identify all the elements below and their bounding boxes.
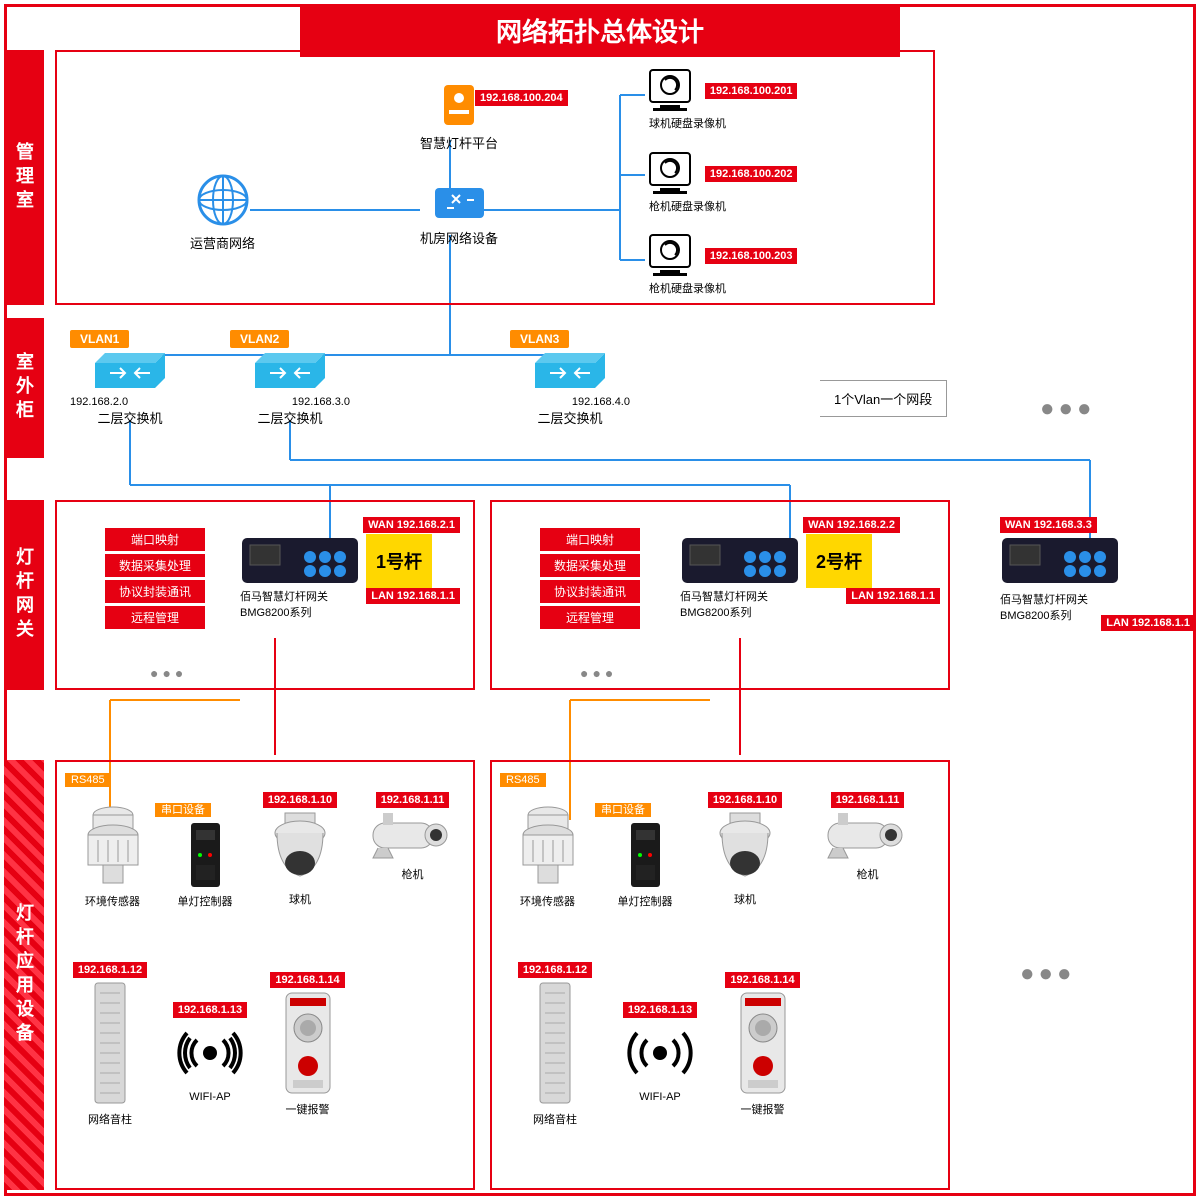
vlan-2: VLAN3 [510, 330, 569, 348]
platform-ip: 192.168.100.204 [475, 90, 568, 106]
section-label-mgmt: 管理室 [4, 50, 44, 305]
gw2-wan: WAN 192.168.3.3 [1000, 517, 1097, 533]
section-label-devices: 灯杆应用设备 [4, 760, 44, 1190]
dev-g1-dome: 192.168.1.10 球机 [255, 790, 345, 907]
recorder-2: 192.168.100.203 枪机硬盘录像机 [645, 230, 797, 296]
gw0-wan: WAN 192.168.2.1 [363, 517, 460, 533]
dev-g2-alarm: 192.168.1.14 一键报警 [720, 970, 805, 1117]
switch-0-ip: 192.168.2.0 [70, 396, 190, 408]
dev-g1-speaker: 192.168.1.12 网络音柱 [65, 960, 155, 1127]
rs485-0: RS485 [65, 770, 111, 786]
section-label-cabinet: 室外柜 [4, 318, 44, 458]
router-node: 机房网络设备 [420, 180, 498, 247]
cabinet-ellipsis: ●●● [1040, 395, 1096, 423]
switch-1: VLAN2 192.168.3.0 二层交换机 [230, 330, 350, 427]
devices-ellipsis: ●●● [1020, 960, 1076, 988]
dev-g2-speaker: 192.168.1.12 网络音柱 [510, 960, 600, 1127]
dev-g1-ctrl: 单灯控制器 [170, 820, 240, 909]
gw1-label: 佰马智慧灯杆网关 BMG8200系列 [680, 588, 790, 620]
gw0-lan: LAN 192.168.1.1 [366, 588, 460, 604]
rs485-1: RS485 [500, 770, 546, 786]
gw1-wan: WAN 192.168.2.2 [803, 517, 900, 533]
switch-1-label: 二层交换机 [230, 408, 350, 427]
gw1-lan: LAN 192.168.1.1 [846, 588, 940, 604]
vlan-note: 1个Vlan一个网段 [820, 380, 947, 417]
dev-g2-ctrl: 单灯控制器 [610, 820, 680, 909]
recorder-2-ip: 192.168.100.203 [705, 248, 798, 264]
switch-0-label: 二层交换机 [70, 408, 190, 427]
vlan-0: VLAN1 [70, 330, 129, 348]
dev-g1-bullet: 192.168.1.11 枪机 [365, 790, 460, 882]
dev-g2-wifi: 192.168.1.13 WIFI-AP [620, 1000, 700, 1103]
switch-2-label: 二层交换机 [510, 408, 630, 427]
internet-node: 运营商网络 [190, 170, 255, 252]
dev-g1-wifi: 192.168.1.13 WIFI-AP [170, 1000, 250, 1103]
internet-label: 运营商网络 [190, 233, 255, 252]
gateway-features-0: 端口映射 数据采集处理 协议封装通讯 远程管理 [105, 525, 205, 632]
switch-2: VLAN3 192.168.4.0 二层交换机 [510, 330, 630, 427]
platform-label: 智慧灯杆平台 [420, 133, 498, 152]
recorder-1-ip: 192.168.100.202 [705, 166, 798, 182]
gw2-lan: LAN 192.168.1.1 [1101, 615, 1195, 631]
gateway-unit-0: WAN 192.168.2.1 1号杆 佰马智慧灯杆网关 BMG8200系列 L… [240, 515, 460, 620]
recorder-1: 192.168.100.202 枪机硬盘录像机 [645, 148, 797, 214]
switch-2-ip: 192.168.4.0 [510, 396, 630, 408]
router-label: 机房网络设备 [420, 228, 498, 247]
gw-dots-0: ●●● [150, 665, 187, 681]
dev-g1-alarm: 192.168.1.14 一键报警 [265, 970, 350, 1117]
pole-0-badge: 1号杆 [366, 534, 432, 588]
gw-dots-1: ●●● [580, 665, 617, 681]
recorder-0-label: 球机硬盘录像机 [649, 115, 797, 131]
recorder-2-label: 枪机硬盘录像机 [649, 280, 797, 296]
serial-1: 串口设备 [595, 800, 651, 817]
vlan-1: VLAN2 [230, 330, 289, 348]
dev-g2-dome: 192.168.1.10 球机 [700, 790, 790, 907]
gateway-features-1: 端口映射 数据采集处理 协议封装通讯 远程管理 [540, 525, 640, 632]
switch-0: VLAN1 192.168.2.0 二层交换机 [70, 330, 190, 427]
section-label-gateway: 灯杆网关 [4, 500, 44, 690]
dev-g2-sensor: 环境传感器 [500, 800, 595, 909]
switch-1-ip: 192.168.3.0 [230, 396, 350, 408]
gw0-label: 佰马智慧灯杆网关 BMG8200系列 [240, 588, 350, 620]
gateway-unit-1: WAN 192.168.2.2 2号杆 佰马智慧灯杆网关 BMG8200系列 L… [680, 515, 940, 620]
gateway-unit-2: WAN 192.168.3.3 佰马智慧灯杆网关 BMG8200系列 LAN 1… [1000, 515, 1190, 623]
recorder-0-ip: 192.168.100.201 [705, 83, 798, 99]
recorder-1-label: 枪机硬盘录像机 [649, 198, 797, 214]
recorder-0: 192.168.100.201 球机硬盘录像机 [645, 65, 797, 131]
platform-node: 192.168.100.204 智慧灯杆平台 [420, 80, 498, 152]
dev-g2-bullet: 192.168.1.11 枪机 [820, 790, 915, 882]
dev-g1-sensor: 环境传感器 [65, 800, 160, 909]
serial-0: 串口设备 [155, 800, 211, 817]
pole-1-badge: 2号杆 [806, 534, 872, 588]
